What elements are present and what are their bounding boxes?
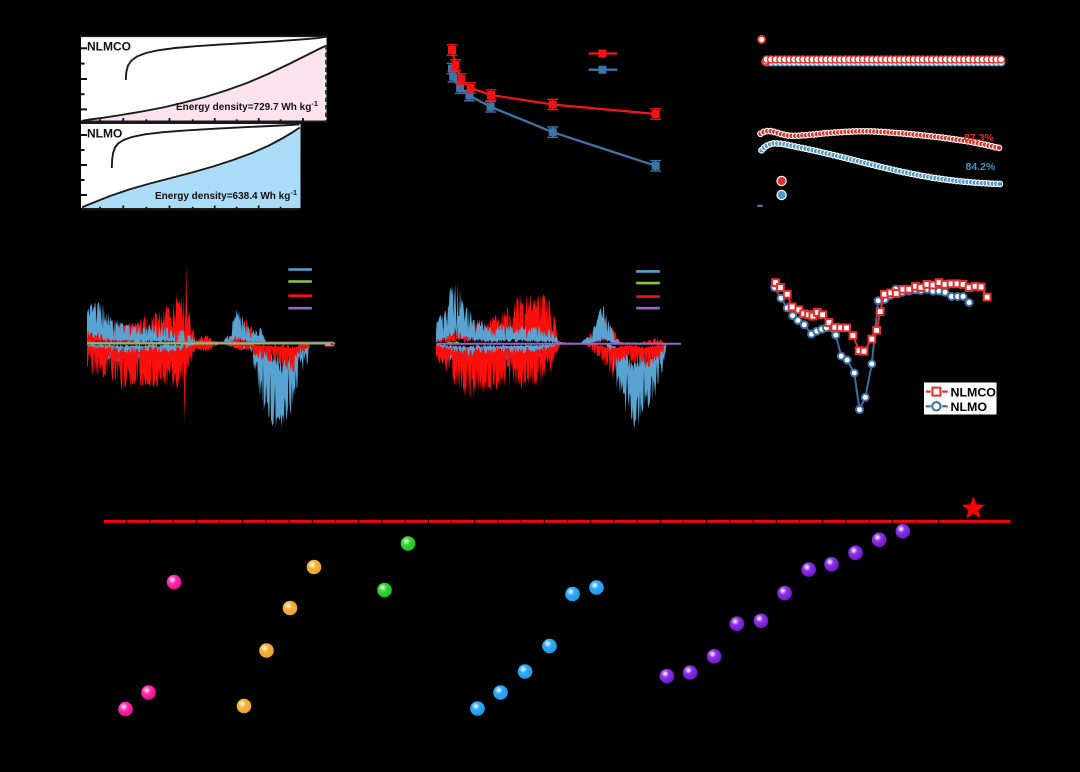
svg-text:84.2%: 84.2% <box>966 161 996 173</box>
svg-text:NLMO: NLMO <box>87 127 122 141</box>
svg-text:Energy density=729.7 Wh kg-1: Energy density=729.7 Wh kg-1 <box>176 99 318 113</box>
svg-text:NLMCO: NLMCO <box>87 40 131 54</box>
svg-text:Energy density=638.4 Wh kg-1: Energy density=638.4 Wh kg-1 <box>155 188 297 202</box>
svg-text:NLMCO: NLMCO <box>951 385 997 399</box>
svg-text:87.3%: 87.3% <box>964 132 994 144</box>
svg-text:NLMO: NLMO <box>951 400 988 414</box>
